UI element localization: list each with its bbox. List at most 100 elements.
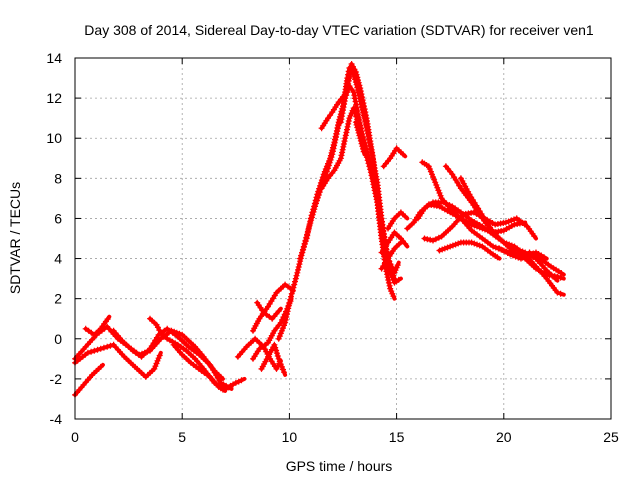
series-arc-l <box>254 299 283 322</box>
plus-marker <box>94 346 101 353</box>
plus-marker <box>512 253 519 260</box>
plus-marker <box>323 163 330 170</box>
plus-marker <box>276 358 283 365</box>
chart-title: Day 308 of 2014, Sidereal Day-to-day VTE… <box>84 22 594 38</box>
x-tick-label: 15 <box>389 429 405 445</box>
series-arc-w <box>404 201 528 236</box>
series-layer <box>72 61 566 398</box>
series-arc-ab <box>421 209 538 244</box>
plus-marker <box>342 135 349 142</box>
plus-marker <box>352 110 359 117</box>
plus-marker <box>275 308 282 315</box>
plus-marker <box>402 213 409 220</box>
x-tick-label: 10 <box>282 429 298 445</box>
plus-marker <box>355 127 361 134</box>
series-arc-a <box>72 362 105 398</box>
plus-marker <box>515 254 522 261</box>
plus-marker <box>330 144 336 151</box>
series-arc-g <box>170 341 228 393</box>
plus-marker <box>275 355 282 362</box>
plus-marker <box>455 240 462 247</box>
plus-marker <box>88 348 95 355</box>
plus-marker <box>295 264 302 270</box>
plus-marker <box>312 197 319 204</box>
plus-marker <box>307 215 314 222</box>
y-tick-label: 0 <box>54 331 62 347</box>
plus-marker <box>314 191 321 198</box>
plus-marker <box>400 151 406 158</box>
plus-marker <box>272 344 279 351</box>
plus-marker <box>315 188 322 195</box>
plus-marker <box>153 360 160 367</box>
plus-marker <box>292 275 299 282</box>
plus-marker <box>298 252 304 259</box>
plus-marker <box>288 293 294 300</box>
plus-marker <box>107 342 114 349</box>
plus-marker <box>299 247 306 253</box>
plus-marker <box>311 203 318 210</box>
plus-marker <box>151 365 158 372</box>
plus-marker <box>274 353 281 359</box>
plus-marker <box>353 71 360 78</box>
plus-marker <box>295 266 301 273</box>
plus-marker <box>280 325 286 332</box>
plus-marker <box>354 74 361 81</box>
plus-marker <box>329 147 336 154</box>
plus-marker <box>353 113 360 120</box>
plus-marker <box>152 363 159 370</box>
plus-marker <box>494 254 501 261</box>
plus-marker <box>104 343 111 350</box>
series-arc-s <box>378 229 410 256</box>
x-tick-label: 5 <box>178 429 186 445</box>
plus-marker <box>503 240 510 247</box>
plus-marker <box>447 243 454 250</box>
plus-marker <box>421 235 428 242</box>
plus-marker <box>273 347 280 354</box>
plus-marker <box>292 278 298 285</box>
plus-marker <box>362 112 369 119</box>
plus-marker <box>277 361 284 368</box>
series-arc-j <box>258 341 288 377</box>
series-arc-p <box>337 61 397 301</box>
plus-marker <box>558 270 565 276</box>
series-arc-t <box>378 240 403 272</box>
plus-marker <box>327 112 334 119</box>
plus-marker <box>350 105 357 112</box>
x-axis-label: GPS time / hours <box>286 458 393 474</box>
plus-marker <box>500 239 507 246</box>
plus-marker <box>301 241 308 248</box>
plus-marker <box>326 158 333 164</box>
plus-marker <box>502 219 509 226</box>
plus-marker <box>402 240 409 247</box>
plus-marker <box>507 251 514 258</box>
y-tick-label: -4 <box>50 411 63 427</box>
y-tick-label: 8 <box>54 170 62 186</box>
plus-marker <box>490 243 497 250</box>
plus-marker <box>288 290 295 297</box>
plus-marker <box>84 349 91 356</box>
plus-marker <box>395 276 402 283</box>
plus-marker <box>356 82 363 89</box>
series-arc-ac <box>436 239 502 261</box>
series-arc-r <box>352 119 367 157</box>
plus-marker <box>390 293 397 300</box>
y-tick-label: 2 <box>54 291 62 307</box>
plus-marker <box>361 103 367 110</box>
x-tick-label: 20 <box>496 429 512 445</box>
plus-marker <box>309 209 316 216</box>
plus-marker <box>385 279 392 286</box>
plus-marker <box>359 143 366 150</box>
plus-marker <box>297 255 304 262</box>
plus-marker <box>299 249 305 256</box>
x-tick-label: 25 <box>603 429 619 445</box>
plus-marker <box>327 155 334 162</box>
plus-marker <box>313 194 320 201</box>
plus-marker <box>293 272 300 279</box>
plus-marker <box>332 133 339 140</box>
plus-marker <box>508 242 515 249</box>
plus-marker <box>302 238 309 245</box>
plus-marker <box>97 345 104 352</box>
y-tick-label: 12 <box>46 90 62 106</box>
plus-marker <box>364 157 371 164</box>
plus-marker <box>444 244 451 251</box>
